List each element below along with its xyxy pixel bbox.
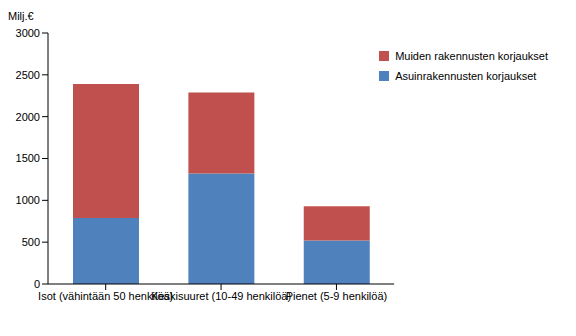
svg-text:Keskisuuret (10-49 henkilöä): Keskisuuret (10-49 henkilöä)	[151, 290, 291, 302]
svg-text:2500: 2500	[16, 69, 40, 81]
html-text:Asuinrakennusten korjaukset: Asuinrakennusten korjaukset	[395, 70, 537, 82]
svg-text:Isot (vähintään 50 henkilöä): Isot (vähintään 50 henkilöä)	[38, 289, 174, 302]
html-text:Milj.€: Milj.€	[8, 10, 34, 22]
svg-text:1000: 1000	[16, 194, 40, 206]
svg-text:Pienet (5-9 henkilöä): Pienet (5-9 henkilöä)	[286, 290, 388, 302]
svg-text:2000: 2000	[16, 111, 40, 123]
svg-text:1500: 1500	[16, 152, 40, 164]
svg-text:3000: 3000	[16, 27, 40, 39]
svg-text:0: 0	[34, 278, 40, 290]
html-text:Muiden rakennusten korjaukset: Muiden rakennusten korjaukset	[395, 50, 548, 62]
svg-text:500: 500	[22, 236, 40, 248]
